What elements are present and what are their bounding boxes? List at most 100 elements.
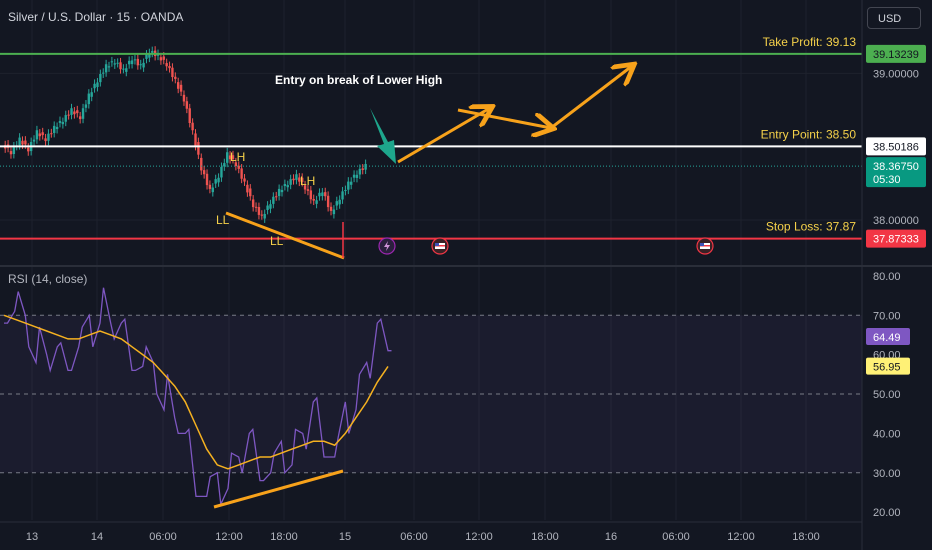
rsi-ma-value: 56.95 [873, 362, 901, 374]
x-tick-label: 12:00 [465, 531, 493, 543]
annotation-entry-text: Entry on break of Lower High [275, 73, 442, 87]
current-price-badge [866, 157, 926, 188]
candle-body [93, 83, 96, 89]
candle-body [324, 192, 327, 197]
x-tick-label: 14 [91, 531, 103, 543]
level-axis-value: 37.87333 [873, 234, 919, 246]
candle-body [303, 185, 307, 190]
candle-body [133, 59, 137, 61]
candle-body [182, 94, 186, 102]
candle-body [119, 62, 122, 70]
candle-body [226, 152, 229, 163]
candle-body [251, 199, 255, 208]
annotations: Entry on break of Lower High LH LH LL LL [216, 66, 714, 260]
price-pane [4, 46, 367, 223]
level-label: Stop Loss: 37.87 [766, 220, 856, 234]
rsi-tick-label: 80.00 [873, 271, 901, 283]
candle-body [249, 188, 252, 197]
x-tick-label: 12:00 [727, 531, 755, 543]
x-tick-label: 06:00 [149, 531, 177, 543]
candle-body [174, 76, 177, 79]
rsi-divergence-line [213, 469, 344, 509]
symbol-title: Silver / U.S. Dollar · 15 · OANDA [8, 10, 184, 24]
candle-body [243, 178, 246, 182]
candle-body [338, 199, 341, 205]
lower-low-trendline [225, 211, 345, 260]
candle-body [76, 110, 79, 114]
candle-body [64, 115, 67, 122]
flag-canton [700, 243, 704, 246]
annotation-ll-1: LL [216, 213, 230, 227]
candle-body [81, 108, 85, 119]
candle-body [110, 61, 114, 63]
candle-body [9, 151, 13, 155]
candle-body [295, 174, 298, 180]
candle-body [341, 191, 344, 200]
candle-body [283, 184, 287, 187]
candle-body [136, 58, 140, 66]
candle-body [24, 140, 27, 145]
candle-body [352, 174, 356, 178]
candle-body [162, 56, 165, 60]
candle-body [38, 133, 41, 137]
candle-body [130, 60, 134, 65]
x-tick-label: 18:00 [270, 531, 298, 543]
candle-body [73, 111, 76, 115]
candle-body [84, 104, 88, 108]
candle-body [12, 146, 16, 154]
rsi-ma-value-badge [866, 357, 910, 375]
candle-body [275, 196, 278, 198]
projection-arrow-3 [550, 66, 632, 130]
candle-body [139, 64, 142, 66]
candle-body [179, 84, 183, 92]
candle-body [326, 195, 330, 208]
candle-body [300, 177, 304, 183]
candle-body [231, 155, 235, 160]
flag-stripe [435, 245, 445, 247]
candle-body [50, 133, 53, 135]
candle-body [286, 185, 289, 188]
rsi-value: 64.49 [873, 332, 901, 344]
countdown-value: 05:30 [873, 174, 901, 186]
level-axis-value: 38.50186 [873, 141, 919, 153]
rsi-tick-label: 70.00 [873, 310, 901, 322]
rsi-series-line [4, 287, 392, 507]
x-tick-label: 13 [26, 531, 38, 543]
candle-body [159, 57, 163, 61]
candle-body [18, 137, 21, 146]
candle-body [306, 189, 310, 191]
candle-body [223, 163, 226, 167]
level-label: Take Profit: 39.13 [763, 35, 857, 49]
candle-body [53, 125, 56, 133]
rsi-tick-label: 20.00 [873, 507, 901, 519]
candle-body [347, 181, 350, 190]
candle-body [329, 206, 333, 211]
candle-body [61, 122, 65, 125]
candle-body [35, 130, 39, 140]
candle-body [208, 184, 212, 189]
x-tick-label: 12:00 [215, 531, 243, 543]
currency-selector-button[interactable]: USD [867, 7, 921, 29]
candle-body [58, 120, 62, 123]
candle-body [188, 108, 191, 124]
candle-body [335, 201, 338, 206]
price-tick-label: 38.00000 [873, 215, 919, 227]
candle-body [90, 92, 93, 97]
candle-body [191, 122, 194, 131]
flag-canton [435, 243, 439, 246]
candle-body [87, 93, 91, 105]
candle-body [240, 168, 243, 179]
candle-body [200, 157, 203, 171]
level-axis-badge [866, 137, 926, 156]
candle-body [361, 168, 364, 170]
candle-body [234, 162, 238, 167]
candle-body [237, 165, 240, 169]
level-label: Entry Point: 38.50 [761, 127, 857, 141]
candle-body [168, 66, 171, 69]
rsi-indicator-title: RSI (14, close) [8, 272, 88, 286]
rsi-value-badge [866, 327, 910, 345]
candle-body [205, 173, 209, 186]
candle-body [344, 189, 347, 191]
